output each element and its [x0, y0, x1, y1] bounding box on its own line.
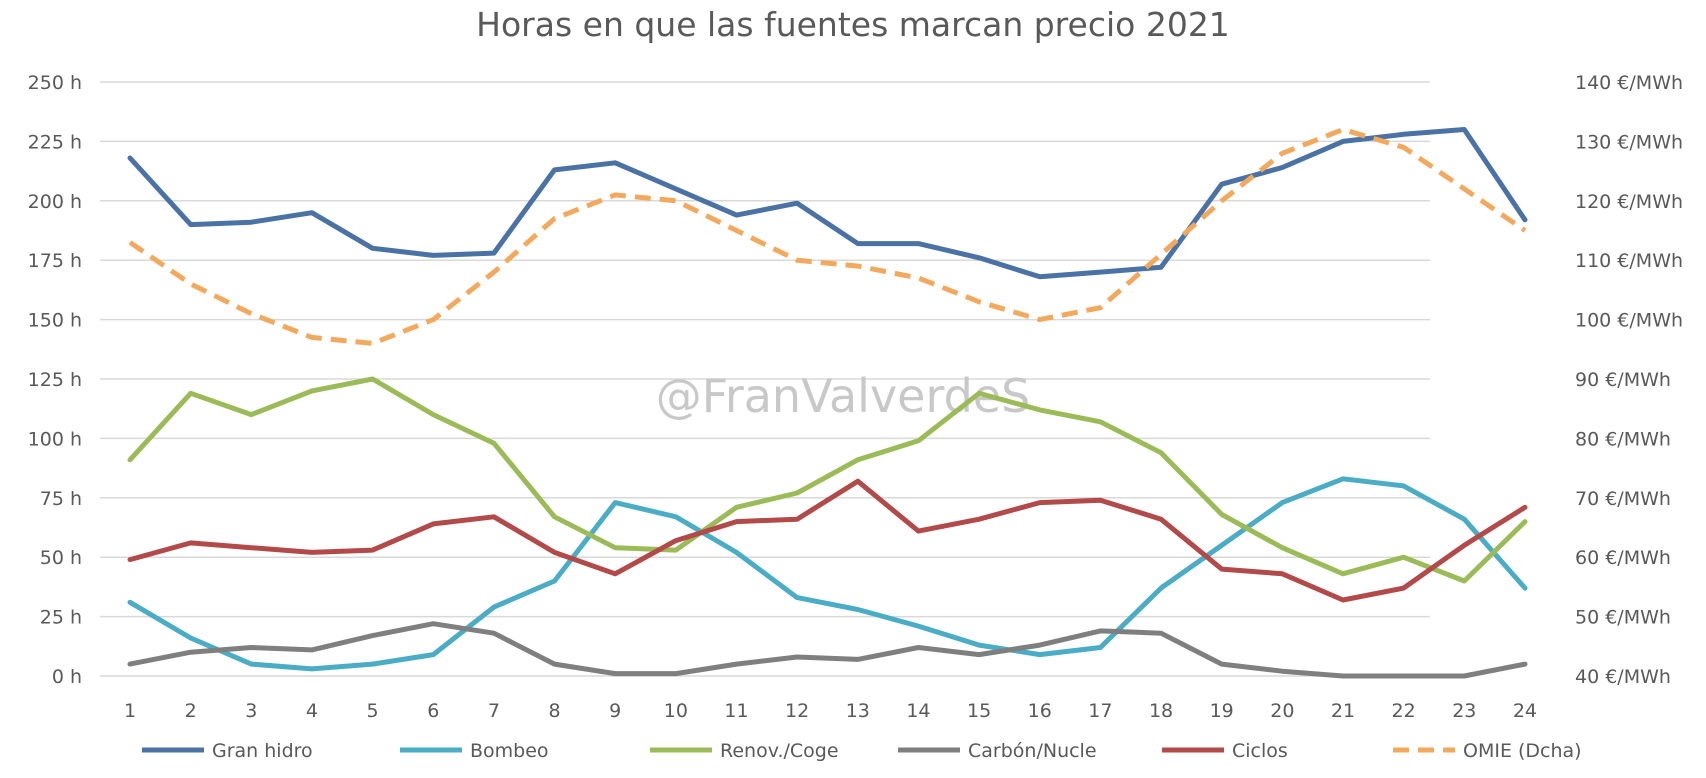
x-tick-label: 12	[785, 700, 809, 722]
left-tick-label: 75 h	[40, 488, 82, 510]
left-tick-label: 200 h	[28, 191, 82, 213]
right-axis-ticks: 40 €/MWh 50 €/MWh 60 €/MWh 70 €/MWh 80 €/MWh…	[1575, 72, 1683, 688]
legend-label: Gran hidro	[212, 740, 313, 762]
right-tick-label: 110 €/MWh	[1575, 250, 1683, 272]
x-tick-label: 5	[367, 700, 379, 722]
watermark-text: @FranValverdeS	[656, 369, 1031, 423]
series-line-renov-coge	[127, 376, 1528, 584]
series-lines	[127, 127, 1528, 679]
x-tick-label: 8	[549, 700, 561, 722]
right-tick-label: 80 €/MWh	[1575, 428, 1671, 450]
right-tick-label: 90 €/MWh	[1575, 369, 1671, 391]
right-tick-label: 50 €/MWh	[1575, 607, 1671, 629]
right-tick-label: 70 €/MWh	[1575, 488, 1671, 510]
series-line-carb-n-nucle	[127, 621, 1528, 679]
x-tick-label: 10	[664, 700, 688, 722]
x-tick-label: 17	[1088, 700, 1112, 722]
series-line-omie-dcha-	[128, 127, 1527, 346]
x-tick-label: 20	[1270, 700, 1294, 722]
right-tick-label: 100 €/MWh	[1575, 310, 1683, 332]
x-tick-label: 18	[1149, 700, 1173, 722]
left-tick-label: 225 h	[28, 131, 82, 153]
x-tick-label: 16	[1028, 700, 1052, 722]
x-tick-label: 3	[245, 700, 257, 722]
x-tick-label: 21	[1331, 700, 1355, 722]
x-tick-label: 9	[609, 700, 621, 722]
left-tick-label: 250 h	[28, 72, 82, 94]
x-tick-label: 4	[306, 700, 318, 722]
left-axis-ticks: 0 h 25 h 50 h 75 h 100 h 125 h 150 h 175 h 200 h…	[28, 72, 82, 688]
x-tick-label: 23	[1452, 700, 1476, 722]
x-tick-label: 15	[967, 700, 991, 722]
series-line-ciclos	[127, 478, 1528, 603]
right-tick-label: 140 €/MWh	[1575, 72, 1683, 94]
legend-label: Ciclos	[1232, 740, 1288, 762]
series-line-bombeo	[127, 476, 1528, 672]
chart-title: Horas en que las fuentes marcan precio 2…	[476, 5, 1230, 44]
x-tick-label: 22	[1392, 700, 1416, 722]
x-tick-label: 19	[1210, 700, 1234, 722]
left-tick-label: 100 h	[28, 428, 82, 450]
x-tick-label: 13	[846, 700, 870, 722]
gridlines	[100, 81, 1430, 677]
right-tick-label: 130 €/MWh	[1575, 131, 1683, 153]
x-tick-label: 2	[185, 700, 197, 722]
left-tick-label: 125 h	[28, 369, 82, 391]
left-tick-label: 0 h	[52, 666, 82, 688]
left-tick-label: 25 h	[40, 607, 82, 629]
series-line-gran-hidro	[127, 127, 1528, 280]
x-tick-label: 24	[1513, 700, 1537, 722]
right-tick-label: 40 €/MWh	[1575, 666, 1671, 688]
legend-label: Carbón/Nucle	[968, 740, 1097, 762]
x-tick-label: 6	[427, 700, 439, 722]
left-tick-label: 175 h	[28, 250, 82, 272]
x-tick-label: 14	[906, 700, 930, 722]
legend-label: OMIE (Dcha)	[1463, 740, 1582, 762]
x-axis-ticks: 1 2 3 4 5 6 7 8 9 10 11 12 13 14 15 16 17 18 19 20 21 22 23 24	[124, 700, 1537, 722]
x-tick-label: 7	[488, 700, 500, 722]
left-tick-label: 50 h	[40, 547, 82, 569]
legend-label: Bombeo	[470, 740, 549, 762]
x-tick-label: 11	[724, 700, 748, 722]
legend: Gran hidro Bombeo Renov./Coge Carbón/Nucle C…	[142, 740, 1582, 762]
legend-label: Renov./Coge	[720, 740, 839, 762]
right-tick-label: 60 €/MWh	[1575, 547, 1671, 569]
x-tick-label: 1	[124, 700, 136, 722]
right-tick-label: 120 €/MWh	[1575, 191, 1683, 213]
left-tick-label: 150 h	[28, 310, 82, 332]
